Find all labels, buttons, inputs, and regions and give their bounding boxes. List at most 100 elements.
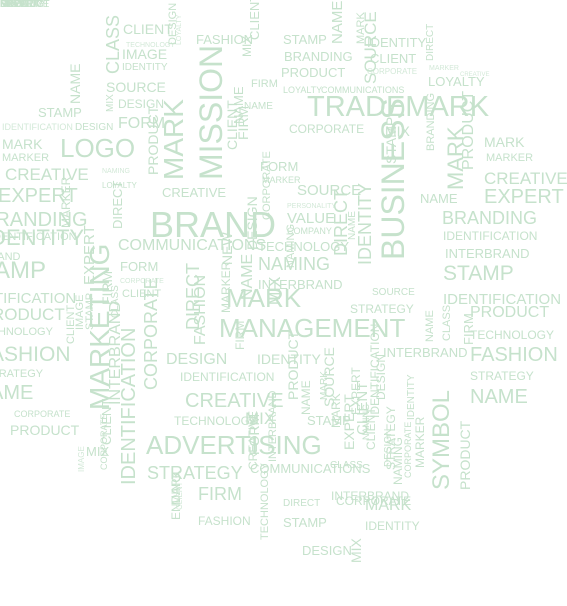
cloud-word: TRATEGY bbox=[0, 368, 44, 380]
cloud-word: COMMUNICATIONS bbox=[321, 85, 405, 95]
cloud-word: NAME bbox=[329, 0, 346, 44]
cloud-word: ADVERTISING bbox=[146, 430, 322, 460]
cloud-word: IDENTITY bbox=[0, 0, 46, 10]
cloud-word: EXPERT bbox=[484, 186, 564, 208]
cloud-word: NAMING bbox=[258, 254, 330, 274]
cloud-word: CREATIVE bbox=[5, 165, 89, 184]
cloud-word: FORM bbox=[120, 259, 159, 274]
cloud-word: NAME bbox=[244, 101, 273, 112]
cloud-word: STRATEGY bbox=[350, 302, 414, 316]
cloud-word: STRATEGY bbox=[470, 369, 534, 383]
cloud-word: LOYALTY bbox=[176, 14, 183, 45]
cloud-word: MARKER bbox=[262, 175, 301, 185]
cloud-word: STAMP bbox=[84, 292, 96, 330]
cloud-word: IDENTITY bbox=[0, 225, 85, 250]
cloud-word: CREATIVE bbox=[162, 185, 227, 200]
cloud-word: DIRECT bbox=[110, 180, 125, 229]
cloud-word: DESIGN bbox=[118, 97, 165, 111]
cloud-word: MARKER bbox=[59, 176, 73, 228]
cloud-word: IMAGE bbox=[122, 46, 168, 62]
cloud-word: CORPORATE bbox=[403, 421, 413, 478]
cloud-word: COMMUNICATIONS bbox=[250, 461, 371, 476]
cloud-word: SYMBOL bbox=[428, 389, 455, 490]
cloud-word: CLIENT bbox=[122, 288, 162, 300]
cloud-word: TECHNOLOGY bbox=[126, 42, 176, 49]
cloud-word: CORPORATE bbox=[367, 67, 418, 76]
cloud-word: EXPERT bbox=[0, 185, 78, 207]
cloud-word: CORPORATE bbox=[261, 151, 273, 220]
cloud-word: PRODUCT bbox=[457, 420, 473, 490]
cloud-word: MANAGEMENT bbox=[219, 313, 406, 343]
cloud-word: CHNOLOGY bbox=[0, 326, 53, 338]
cloud-word: STAMP bbox=[283, 515, 327, 530]
cloud-word: FORM bbox=[118, 115, 166, 132]
cloud-word: NEW bbox=[219, 232, 235, 265]
cloud-word: MARK bbox=[226, 283, 302, 313]
cloud-word: BRANDING bbox=[284, 49, 353, 64]
cloud-word: MARK bbox=[2, 136, 43, 152]
cloud-word: MARKER bbox=[2, 152, 50, 164]
cloud-word: MARK bbox=[365, 497, 412, 514]
cloud-word: BRAND bbox=[0, 251, 21, 263]
cloud-word: FASHION bbox=[196, 32, 254, 47]
cloud-word: AME bbox=[0, 382, 34, 404]
cloud-word: FASHION bbox=[470, 344, 558, 366]
cloud-word: DESIGN bbox=[75, 122, 114, 133]
cloud-word: CLIENT bbox=[123, 21, 173, 37]
cloud-word: IDENTIFICATION bbox=[180, 370, 275, 384]
cloud-word: IDENTITY bbox=[355, 182, 375, 265]
cloud-word: CORPORATE bbox=[14, 409, 71, 419]
cloud-word: COMPANY bbox=[287, 226, 332, 236]
cloud-word: LOYALTY bbox=[283, 85, 323, 95]
cloud-word: CREATIVE bbox=[0, 0, 50, 10]
cloud-word: FIRM bbox=[198, 484, 242, 504]
cloud-word: CLIENT bbox=[370, 51, 417, 66]
cloud-word: PRODUCT bbox=[460, 90, 477, 170]
cloud-word: CORPORATE bbox=[141, 277, 161, 390]
cloud-word: COMMUNICATIONS bbox=[118, 237, 267, 254]
cloud-word: CLIENT bbox=[247, 0, 262, 40]
cloud-word: ASHION bbox=[0, 343, 71, 366]
cloud-word: CORPORATE bbox=[289, 122, 365, 136]
cloud-word: CLASS bbox=[330, 460, 363, 471]
cloud-word: SOURCE bbox=[361, 11, 380, 84]
cloud-word: STAMP bbox=[443, 262, 514, 285]
cloud-word: FIRM bbox=[461, 313, 476, 345]
cloud-word: PRODUCT bbox=[285, 330, 301, 400]
cloud-word: INTERBRAND bbox=[107, 300, 124, 405]
cloud-word: DIRECT bbox=[283, 498, 321, 509]
cloud-word: CREATIVE bbox=[484, 169, 567, 188]
cloud-word: MARKER bbox=[429, 65, 459, 72]
cloud-word: CLIENT bbox=[364, 407, 378, 450]
cloud-word: CREATIVE bbox=[185, 390, 284, 412]
cloud-word: DIRECT bbox=[425, 23, 436, 61]
cloud-word: BUSINESS bbox=[375, 98, 411, 260]
cloud-word: NAMING bbox=[102, 168, 130, 175]
cloud-word: FASHION bbox=[192, 274, 209, 345]
cloud-word: CORPORATE bbox=[336, 494, 412, 508]
cloud-word: SOURCE bbox=[106, 79, 166, 95]
cloud-word: NAME bbox=[231, 86, 246, 124]
cloud-word: EXPERT bbox=[0, 0, 40, 10]
cloud-word: CLASS bbox=[103, 14, 123, 74]
cloud-word: MARK bbox=[484, 134, 525, 150]
cloud-word: IDENTITY bbox=[257, 351, 321, 367]
cloud-word: DIRECT bbox=[331, 189, 351, 256]
cloud-word: MARK bbox=[158, 99, 189, 180]
cloud-word: INTERBRAND bbox=[445, 246, 530, 261]
cloud-word: IDENTITY bbox=[122, 62, 168, 73]
cloud-word: IDENTIFICATION bbox=[443, 229, 538, 243]
cloud-word: STRATEGY bbox=[147, 463, 243, 483]
cloud-word: NAMING bbox=[285, 224, 297, 268]
cloud-word: PRODUCT bbox=[10, 422, 80, 438]
cloud-word: BRAND bbox=[150, 204, 277, 245]
cloud-word: CORPORATE bbox=[120, 278, 164, 285]
cloud-word: AMP bbox=[0, 257, 47, 284]
cloud-word: MIX bbox=[105, 94, 116, 112]
cloud-word: DESIGN bbox=[302, 543, 352, 558]
cloud-word: STAMP bbox=[307, 413, 351, 428]
cloud-word: BRANDING bbox=[0, 209, 88, 231]
cloud-word: CORPORATE bbox=[99, 413, 109, 470]
cloud-word: MIX bbox=[0, 0, 18, 10]
